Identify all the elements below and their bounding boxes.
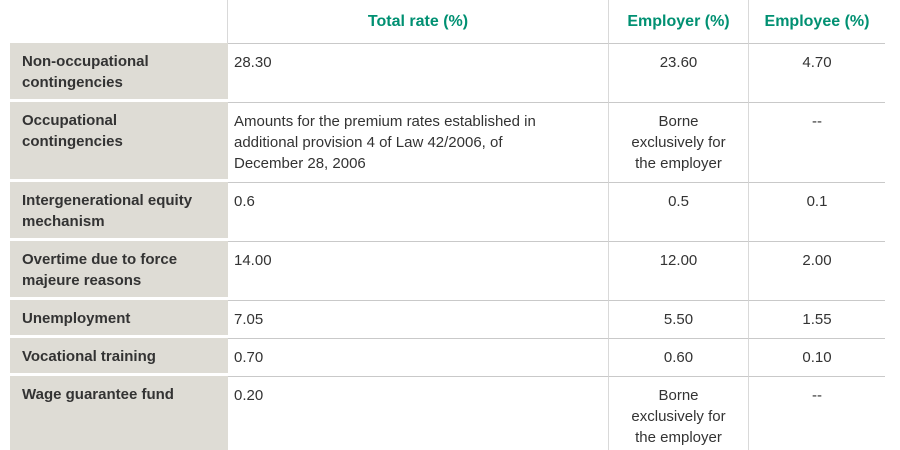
cell-total-rate: 7.05 [228,300,608,338]
row-label: Occupational contingencies [10,102,228,182]
column-header-employee: Employee (%) [748,0,885,43]
cell-employer: 23.60 [608,43,748,102]
cell-employee: 2.00 [748,241,885,300]
cell-total-rate: Amounts for the premium rates establishe… [228,102,608,182]
cell-total-rate: 14.00 [228,241,608,300]
table-row-intergenerational-equity: Intergenerational equity mechanism 0.6 0… [10,182,885,241]
cell-employee: 0.10 [748,338,885,376]
cell-employer: 0.60 [608,338,748,376]
cell-total-rate: 0.6 [228,182,608,241]
cell-employer: Borne exclusively for the employer [608,102,748,182]
contribution-rates-table: Total rate (%) Employer (%) Employee (%)… [10,0,885,450]
row-label: Non-occupational contingencies [10,43,228,102]
cell-total-rate: 0.20 [228,376,608,450]
cell-employer: Borne exclusively for the employer [608,376,748,450]
cell-employee: 1.55 [748,300,885,338]
cell-employee: 4.70 [748,43,885,102]
column-header-total-rate: Total rate (%) [228,0,608,43]
row-label: Intergenerational equity mechanism [10,182,228,241]
row-label: Overtime due to force majeure reasons [10,241,228,300]
table-row-vocational-training: Vocational training 0.70 0.60 0.10 [10,338,885,376]
table-row-unemployment: Unemployment 7.05 5.50 1.55 [10,300,885,338]
corner-cell [10,0,228,43]
table-row-wage-guarantee-fund: Wage guarantee fund 0.20 Borne exclusive… [10,376,885,450]
row-label: Unemployment [10,300,228,338]
cell-employee: -- [748,376,885,450]
row-label: Vocational training [10,338,228,376]
table-row-overtime: Overtime due to force majeure reasons 14… [10,241,885,300]
cell-employer: 0.5 [608,182,748,241]
cell-total-rate: 28.30 [228,43,608,102]
column-header-employer: Employer (%) [608,0,748,43]
header-row: Total rate (%) Employer (%) Employee (%) [10,0,885,43]
cell-employee: 0.1 [748,182,885,241]
table-row-non-occupational: Non-occupational contingencies 28.30 23.… [10,43,885,102]
cell-employee: -- [748,102,885,182]
table-row-occupational: Occupational contingencies Amounts for t… [10,102,885,182]
cell-employer: 5.50 [608,300,748,338]
cell-total-rate: 0.70 [228,338,608,376]
row-label: Wage guarantee fund [10,376,228,450]
cell-employer: 12.00 [608,241,748,300]
